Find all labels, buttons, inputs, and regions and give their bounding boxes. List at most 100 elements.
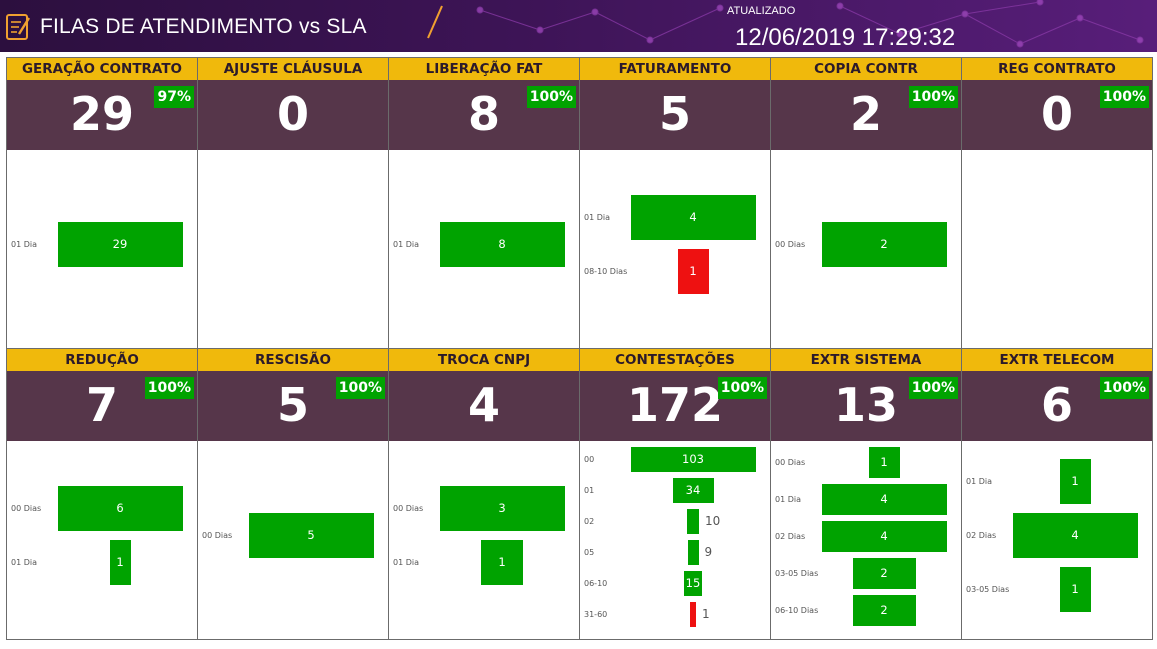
sla-badge: 100% [717, 377, 767, 399]
queue-card: RESCISÃO 5 100% 00 Dias 5 [197, 348, 389, 640]
funnel-bar[interactable] [57, 222, 183, 267]
queue-count: 13 [833, 378, 898, 432]
row-label: 02 Dias [966, 530, 997, 540]
row-label: 08-10 Dias [584, 266, 628, 276]
bar-value-label: 8 [498, 236, 506, 251]
funnel-bar[interactable] [1059, 567, 1091, 612]
sla-badge: 100% [908, 377, 958, 399]
dashboard-title: FILAS DE ATENDIMENTO vs SLA [40, 15, 367, 38]
notepad-pencil-icon [6, 14, 31, 40]
queue-funnel-chart: 00 Dias 5 [198, 441, 388, 639]
bar-value-label: 15 [685, 575, 701, 590]
funnel-bar[interactable] [1059, 459, 1091, 504]
queue-count: 6 [1040, 378, 1073, 432]
bar-value-label: 1 [1071, 581, 1079, 596]
row-label: 00 Dias [11, 503, 42, 513]
bar-value-label: 1 [1071, 473, 1079, 488]
queue-count: 29 [69, 87, 134, 141]
queue-title: LIBERAÇÃO FAT [389, 58, 579, 80]
bar-value-label: 3 [498, 500, 506, 515]
queue-count: 4 [467, 378, 500, 432]
funnel-bar[interactable] [672, 478, 714, 503]
sla-badge: 100% [144, 377, 194, 399]
row-label: 01 Dia [11, 557, 38, 567]
row-label: 00 Dias [393, 503, 424, 513]
bar-value-label: 103 [682, 451, 704, 466]
sla-badge: 100% [335, 377, 385, 399]
funnel-bar[interactable] [687, 540, 699, 565]
queue-card: REG CONTRATO 0 100% [961, 57, 1153, 349]
row-label: 05 [584, 547, 595, 557]
queue-card: TROCA CNPJ 4 00 Dias 3 01 Dia 1 [388, 348, 580, 640]
sla-badge: 100% [1099, 86, 1149, 108]
funnel-bar[interactable] [852, 558, 916, 589]
row-label: 01 Dia [584, 212, 611, 222]
row-label: 01 Dia [11, 239, 38, 249]
row-label: 01 [584, 485, 595, 495]
funnel-bar[interactable] [248, 513, 374, 558]
funnel-bar[interactable] [1012, 513, 1138, 558]
row-label: 01 Dia [966, 476, 993, 486]
row-label: 02 Dias [775, 531, 806, 541]
bar-value-label: 1 [880, 454, 888, 469]
bar-value-label: 10 [705, 513, 721, 528]
queue-kpi: 4 [389, 371, 579, 441]
queue-funnel-chart: 00 103 01 34 02 10 05 9 06-10 15 31-60 1 [580, 441, 770, 639]
funnel-bar[interactable] [821, 484, 947, 515]
funnel-bar[interactable] [821, 222, 947, 267]
queue-kpi: 2 100% [771, 80, 961, 150]
queue-funnel-chart: 00 Dias 3 01 Dia 1 [389, 441, 579, 639]
bar-value-label: 6 [116, 500, 124, 515]
row-label: 01 Dia [393, 557, 420, 567]
row-label: 01 Dia [393, 239, 420, 249]
funnel-bar[interactable] [630, 195, 756, 240]
row-label: 00 [584, 454, 595, 464]
row-label: 00 Dias [202, 530, 233, 540]
funnel-bar[interactable] [852, 595, 916, 626]
dashboard-header: FILAS DE ATENDIMENTO vs SLA ATUALIZADO 1… [0, 0, 1157, 52]
funnel-bar[interactable] [481, 540, 523, 585]
bar-value-label: 2 [880, 602, 888, 617]
queue-funnel-chart: 01 Dia 29 [7, 150, 197, 348]
funnel-bar[interactable] [439, 222, 565, 267]
funnel-bar[interactable] [677, 249, 709, 294]
row-label: 03-05 Dias [775, 568, 819, 578]
sla-badge: 97% [154, 86, 194, 108]
queue-count: 5 [276, 378, 309, 432]
queue-count: 5 [658, 87, 691, 141]
bar-value-label: 1 [116, 554, 124, 569]
row-label: 02 [584, 516, 595, 526]
queue-title: REDUÇÃO [7, 349, 197, 371]
bar-value-label: 2 [880, 565, 888, 580]
queue-kpi: 7 100% [7, 371, 197, 441]
queue-card: EXTR SISTEMA 13 100% 00 Dias 1 01 Dia 4 02 Dias… [770, 348, 962, 640]
queue-funnel-chart [962, 150, 1152, 348]
queue-count: 7 [85, 378, 118, 432]
funnel-bar[interactable] [821, 521, 947, 552]
queue-title: EXTR TELECOM [962, 349, 1152, 371]
funnel-bar[interactable] [868, 447, 900, 478]
queue-funnel-chart: 01 Dia 4 08-10 Dias 1 [580, 150, 770, 348]
queue-kpi: 8 100% [389, 80, 579, 150]
sla-badge: 100% [1099, 377, 1149, 399]
queue-kpi: 6 100% [962, 371, 1152, 441]
bar-value-label: 4 [1071, 527, 1079, 542]
row-label: 06-10 Dias [775, 605, 819, 615]
funnel-bar[interactable] [109, 540, 131, 585]
queue-title: RESCISÃO [198, 349, 388, 371]
queue-title: COPIA CONTR [771, 58, 961, 80]
queue-count: 172 [626, 378, 724, 432]
updated-label: ATUALIZADO [727, 5, 796, 17]
bar-value-label: 34 [685, 482, 701, 497]
funnel-bar[interactable] [57, 486, 183, 531]
funnel-bar[interactable] [630, 447, 756, 472]
funnel-bar[interactable] [684, 571, 702, 596]
funnel-bar[interactable] [439, 486, 565, 531]
queue-title: FATURAMENTO [580, 58, 770, 80]
bar-value-label: 4 [689, 209, 697, 224]
funnel-bar[interactable] [690, 602, 696, 627]
funnel-bar[interactable] [687, 509, 699, 534]
queue-funnel-chart: 00 Dias 6 01 Dia 1 [7, 441, 197, 639]
queue-kpi: 5 100% [198, 371, 388, 441]
bar-value-label: 4 [880, 528, 888, 543]
